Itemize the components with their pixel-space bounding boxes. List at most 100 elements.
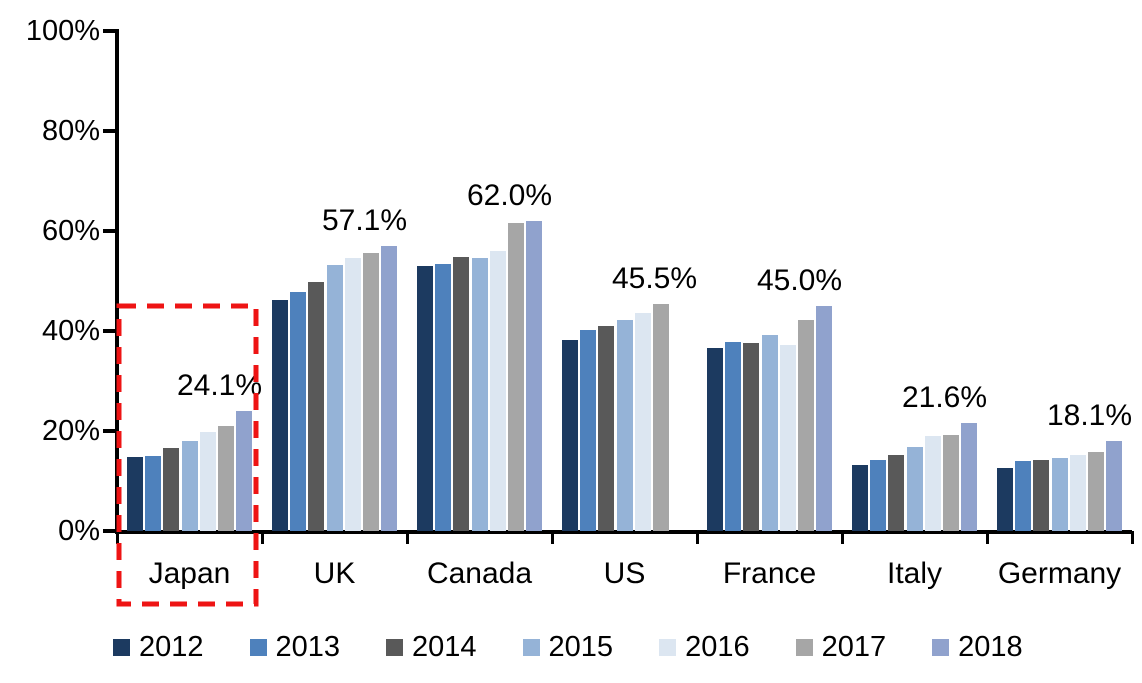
bar-italy-2015 [906,446,923,531]
category-label-italy: Italy [886,557,943,590]
legend-label-2017: 2017 [821,631,887,663]
legend-label-2016: 2016 [685,631,750,663]
y-tick-label: 100% [25,15,100,47]
category-label-germany: Germany [997,557,1122,590]
bar-italy-2017 [942,435,959,531]
y-tick-label: 60% [41,215,100,247]
bar-uk-2013 [290,292,307,531]
data-label-canada: 62.0% [466,179,553,212]
bar-canada-2018 [526,221,543,531]
x-tick-mark [406,531,409,544]
bar-us-2012 [561,339,578,531]
bar-france-2017 [797,319,814,531]
x-tick-mark [551,531,554,544]
y-axis-line [115,29,119,533]
legend-item-2016: 2016 [659,632,750,662]
bar-germany-2015 [1051,458,1068,531]
data-label-italy: 21.6% [901,381,988,414]
bar-france-2015 [761,334,778,531]
x-tick-mark [696,531,699,544]
bar-japan-2013 [145,455,162,531]
legend-item-2014: 2014 [386,632,477,662]
legend-swatch-2014 [386,638,404,656]
bar-uk-2017 [362,252,379,531]
legend-swatch-2017 [795,638,813,656]
bar-us-2016 [634,313,651,531]
x-tick-mark [841,531,844,544]
bar-germany-2018 [1106,440,1123,531]
bar-france-2013 [725,342,742,531]
category-label-us: US [603,557,646,590]
bar-japan-2015 [181,441,198,531]
y-tick-mark [103,29,117,33]
bar-japan-2017 [217,426,234,531]
bar-italy-2016 [924,436,941,531]
bar-uk-2016 [344,258,361,531]
x-tick-mark [986,531,989,544]
data-label-us: 45.5% [611,261,698,295]
data-label-japan: 24.1% [176,368,263,402]
legend-item-2018: 2018 [932,632,1023,662]
bar-germany-2014 [1033,459,1050,531]
category-label-france: France [722,557,817,590]
x-tick-mark [116,531,119,544]
bar-japan-2012 [126,456,143,531]
y-tick-mark [103,129,117,133]
category-label-uk: UK [313,557,356,590]
y-tick-label: 80% [41,115,100,147]
bar-germany-2012 [996,468,1013,531]
category-label-japan: Japan [148,557,231,590]
bar-uk-2018 [381,245,398,531]
legend-swatch-2012 [113,638,130,656]
bar-us-2013 [580,330,597,531]
legend-item-2013: 2013 [249,631,341,663]
legend-swatch-2016 [659,638,677,656]
legend-label-2018: 2018 [958,631,1023,663]
category-label-canada: Canada [426,557,533,590]
legend-item-2017: 2017 [795,631,887,663]
bar-canada-2016 [489,251,506,531]
bar-italy-2013 [870,460,887,531]
bar-canada-2015 [471,258,488,531]
bar-france-2016 [779,344,796,531]
y-tick-label: 40% [41,315,100,347]
bar-uk-2012 [271,299,288,531]
bar-canada-2014 [453,257,470,531]
x-axis-line [115,530,1132,534]
y-tick-mark [103,329,117,333]
legend-item-2015: 2015 [522,631,614,663]
bar-uk-2014 [308,282,325,531]
bar-germany-2016 [1069,454,1086,531]
bar-france-2014 [743,342,760,531]
legend-label-2014: 2014 [412,631,477,663]
data-label-france: 45.0% [756,264,843,297]
legend-label-2013: 2013 [275,631,341,663]
bar-uk-2015 [326,265,343,531]
bar-france-2018 [816,306,833,531]
data-label-uk: 57.1% [321,203,408,237]
bar-us-2014 [598,326,615,531]
y-tick-mark [103,229,117,233]
bar-canada-2012 [416,266,433,531]
bar-japan-2016 [199,432,216,531]
y-tick-label: 0% [58,515,100,547]
bar-italy-2012 [851,464,868,531]
bar-canada-2013 [435,264,452,531]
y-tick-mark [103,429,117,433]
legend-swatch-2013 [249,638,267,656]
y-tick-mark [103,529,117,533]
bar-japan-2014 [163,447,180,531]
bar-germany-2017 [1087,451,1104,531]
legend-item-2012: 2012 [113,632,204,662]
bar-us-2017 [652,303,669,531]
legend-label-2015: 2015 [548,631,614,663]
x-tick-mark [261,531,264,544]
x-tick-mark [1131,531,1134,544]
legend: 2012 2013 2014 2015 2016 2017 2018 [113,630,1069,664]
bar-us-2015 [616,319,633,531]
bar-canada-2017 [507,223,524,531]
bar-germany-2013 [1015,461,1032,531]
legend-swatch-2018 [932,638,950,656]
legend-label-2012: 2012 [139,631,204,663]
